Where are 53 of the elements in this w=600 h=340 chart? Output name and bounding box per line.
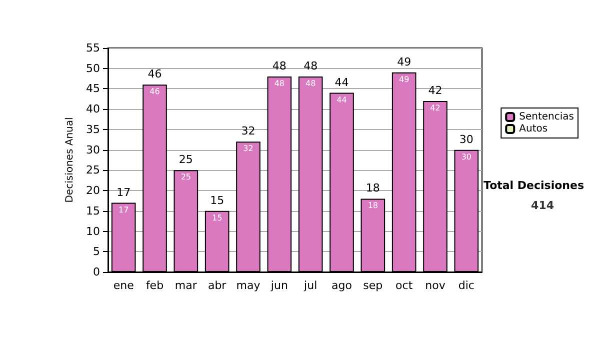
data-label: 17 bbox=[118, 205, 129, 214]
data-label: 49 bbox=[398, 74, 410, 84]
y-tick-label: 50 bbox=[86, 62, 100, 75]
total-label: 32 bbox=[241, 124, 256, 138]
data-label: 48 bbox=[305, 79, 316, 88]
total-label: 15 bbox=[210, 194, 224, 207]
total-label: 48 bbox=[304, 60, 318, 73]
total-label: 17 bbox=[116, 186, 131, 199]
x-tick-label: sep bbox=[363, 279, 383, 292]
data-label: 48 bbox=[274, 79, 285, 88]
total-label: 49 bbox=[397, 55, 412, 68]
y-tick-label: 25 bbox=[86, 164, 100, 177]
data-label: 30 bbox=[461, 152, 472, 162]
y-tick-label: 55 bbox=[86, 42, 100, 54]
y-tick-label: 5 bbox=[93, 245, 100, 258]
y-tick-label: 20 bbox=[86, 184, 100, 198]
data-label: 42 bbox=[430, 103, 440, 112]
data-label: 44 bbox=[336, 95, 347, 104]
total-label: 42 bbox=[428, 84, 442, 97]
x-tick-label: jun bbox=[270, 279, 288, 292]
text: Total Decisiones bbox=[484, 179, 584, 192]
y-axis-title: Decisiones Anual bbox=[64, 117, 76, 203]
y-tick-label: 35 bbox=[86, 122, 100, 136]
y-tick-label: 15 bbox=[86, 204, 100, 218]
total-label: 44 bbox=[334, 76, 349, 89]
x-tick-label: dic bbox=[458, 279, 474, 292]
x-tick-label: ene bbox=[113, 279, 134, 292]
y-tick-label: 10 bbox=[86, 224, 100, 238]
x-tick-label: may bbox=[236, 279, 261, 292]
total-label: 18 bbox=[366, 182, 380, 195]
data-label: 32 bbox=[243, 144, 254, 154]
total-label: 48 bbox=[272, 60, 286, 73]
x-tick-label: feb bbox=[146, 279, 164, 292]
total-label: 30 bbox=[459, 132, 474, 146]
x-tick-label: nov bbox=[425, 279, 446, 292]
y-tick-label: 40 bbox=[86, 102, 100, 116]
x-tick-label: oct bbox=[396, 279, 414, 292]
x-tick-label: ago bbox=[332, 279, 352, 292]
data-label: 25 bbox=[180, 172, 192, 182]
text: 414 bbox=[531, 199, 554, 212]
y-tick-label: 0 bbox=[93, 266, 100, 278]
x-tick-label: abr bbox=[208, 279, 227, 292]
x-tick-label: mar bbox=[174, 279, 198, 292]
y-tick-label: 45 bbox=[86, 82, 100, 96]
legend-label: Sentencias bbox=[519, 112, 574, 122]
legend-label: Autos bbox=[519, 124, 548, 134]
x-tick-label: jul bbox=[303, 279, 318, 292]
total-label: 46 bbox=[148, 68, 162, 81]
y-tick-label: 30 bbox=[86, 143, 100, 156]
data-label: 15 bbox=[212, 213, 222, 222]
data-label: 18 bbox=[368, 201, 378, 210]
data-label: 46 bbox=[150, 87, 160, 96]
total-label: 25 bbox=[178, 153, 193, 166]
